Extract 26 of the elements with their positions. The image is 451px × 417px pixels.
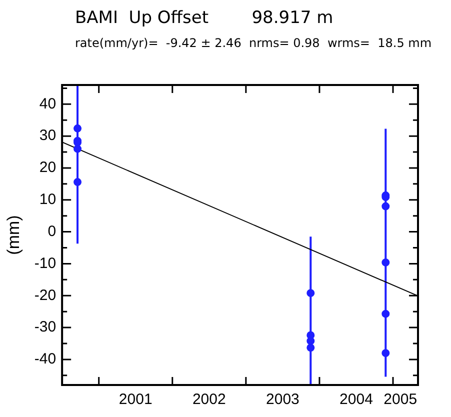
chart-title: BAMI Up Offset 98.917 m <box>75 8 334 28</box>
point <box>382 202 390 210</box>
x-tick-label: 2004 <box>340 391 373 408</box>
x-tick-label: 2003 <box>266 391 300 408</box>
x-tick-label: 2001 <box>118 391 152 408</box>
x-tick-label: 2002 <box>192 391 226 408</box>
y-tick-label: -40 <box>34 350 56 368</box>
point <box>306 289 315 298</box>
chart-subtitle: rate(mm/yr)= -9.42 ± 2.46 nrms= 0.98 wrms= 18.5 mm <box>75 36 432 50</box>
y-tick-label: -30 <box>34 318 56 336</box>
y-tick-label: 10 <box>39 191 56 208</box>
point <box>74 178 82 186</box>
point <box>74 124 82 132</box>
point <box>382 349 390 358</box>
y-tick-label: -10 <box>34 254 56 272</box>
y-tick-label: 0 <box>48 222 56 240</box>
y-tick-label: 30 <box>39 127 56 144</box>
point <box>382 258 390 266</box>
y-tick-label: -20 <box>34 286 56 304</box>
y-axis-title: (mm) <box>4 215 23 255</box>
point <box>306 344 315 352</box>
y-tick-label: 20 <box>39 159 56 176</box>
point <box>74 144 82 153</box>
x-tick-label: 2005 <box>384 391 418 408</box>
y-tick-label: 40 <box>39 95 56 112</box>
point <box>382 310 390 318</box>
